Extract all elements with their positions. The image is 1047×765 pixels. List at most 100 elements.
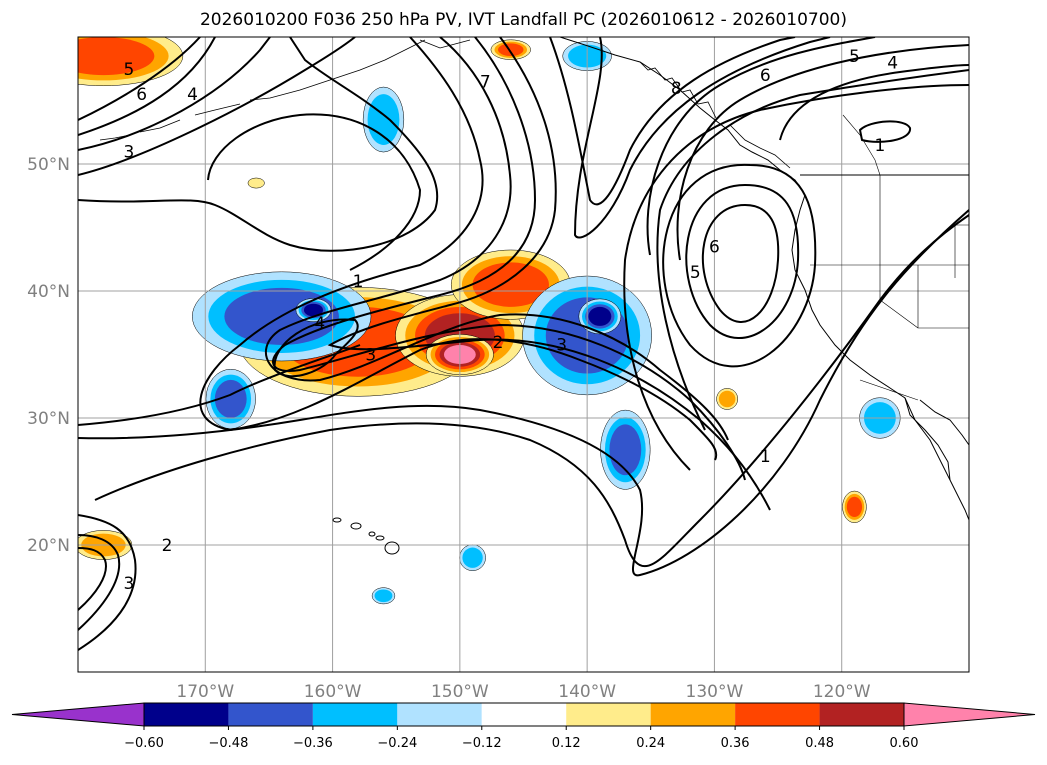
pv-contour-sw-1 <box>78 514 137 651</box>
north-america-coastline <box>559 37 969 521</box>
colorbar-tick-label: −0.24 <box>377 736 417 751</box>
colorbar-tick-label: −0.12 <box>462 736 502 751</box>
pv-contour-low-3 <box>78 344 361 426</box>
colorbar-swatch <box>481 703 567 726</box>
contour-label: 5 <box>690 263 701 283</box>
pv-contour-nw-d <box>78 37 356 176</box>
pv-contour-low-2 <box>94 214 969 568</box>
ivt-anomaly-blob <box>600 409 651 490</box>
colorbar-swatch <box>228 703 313 726</box>
pv-contour-trough-2 <box>207 113 422 271</box>
lon-tick-label: 160°W <box>304 682 362 702</box>
pv-contour-jet-2 <box>264 37 729 441</box>
colorbar-frame <box>143 702 905 727</box>
colorbar-swatch <box>397 703 482 726</box>
ivt-band <box>303 303 324 317</box>
canada-provincial-border <box>842 114 881 176</box>
lon-tick-label: 150°W <box>431 682 489 702</box>
lon-tick-label: 130°W <box>686 682 744 702</box>
pv-contour-ridge-3 <box>646 37 876 256</box>
pv-contour-ridge-2 <box>573 37 831 239</box>
contour-label: 1 <box>760 447 771 467</box>
colorbar-swatch <box>566 703 651 726</box>
contour-label: 6 <box>136 85 147 105</box>
lat-tick-label: 50°N <box>27 155 70 175</box>
contour-label: 7 <box>480 72 491 92</box>
pv-contour-jet-1 <box>199 37 718 461</box>
contour-label: 6 <box>760 66 771 86</box>
colorbar-tick-label: 0.36 <box>721 736 750 751</box>
ivt-anomaly-blob <box>490 39 531 60</box>
map-frame <box>77 36 970 673</box>
alaska-panhandle-islands <box>639 61 791 169</box>
aleutian-islands <box>99 39 426 141</box>
colorbar-swatch <box>650 703 736 726</box>
colorbar-extend-max <box>903 702 1036 727</box>
pv-contour-nw-c <box>78 37 271 151</box>
contour-label: 4 <box>314 314 325 334</box>
baja-california-coastline <box>904 397 951 481</box>
hawaiian-islands <box>332 517 400 555</box>
colorbar-tick-label: 0.60 <box>890 736 919 751</box>
contour-label: 1 <box>874 136 885 156</box>
ocean-background <box>78 37 969 672</box>
pv-contour-ridge-core-5 <box>685 183 800 339</box>
colorbar-swatch <box>735 703 820 726</box>
pv-contour-closed-w <box>273 318 359 378</box>
colorbar-swatch <box>144 703 229 726</box>
ivt-band <box>609 424 642 476</box>
contour-label: 4 <box>887 53 898 73</box>
contour-label: 3 <box>365 346 376 366</box>
ivt-anomaly-blob <box>362 86 405 153</box>
ivt-anomaly-blob <box>578 298 622 335</box>
map-title: 2026010200 F036 250 hPa PV, IVT Landfall… <box>199 10 847 30</box>
lat-tick-label: 30°N <box>27 409 70 429</box>
contour-label: 4 <box>187 85 198 105</box>
ivt-band <box>214 379 247 419</box>
coastlines <box>99 37 969 555</box>
colorbar-tick-label: 0.48 <box>805 736 834 751</box>
ivt-band <box>588 306 612 326</box>
contour-label: 3 <box>556 335 567 355</box>
ivt-anomaly-blob <box>78 37 184 87</box>
pv-contour-ridge-core-4 <box>662 163 817 368</box>
pv-contour-jet-4 <box>327 37 771 511</box>
pv-contour-ridge-5 <box>656 69 969 431</box>
ivt-anomaly-blob <box>247 177 265 189</box>
contour-label: 5 <box>849 47 860 67</box>
mexico-mainland-coastline <box>919 399 969 446</box>
grid-lines <box>78 37 969 672</box>
ivt-anomaly-blob <box>716 388 738 410</box>
ivt-band <box>374 589 393 603</box>
colorbar-extend-min-arrow <box>11 702 145 727</box>
ivt-band <box>367 94 400 145</box>
ivt-anomaly-blob <box>459 544 486 571</box>
contour-label: 2 <box>493 333 504 353</box>
ivt-anomaly-blob <box>842 490 867 523</box>
pv-contour-sw-3 <box>78 547 107 611</box>
contour-label: 8 <box>671 79 682 99</box>
pv-contour-ridge-1 <box>549 37 796 206</box>
colorbar-swatch <box>312 703 398 726</box>
ivt-anomaly-blob <box>205 368 256 429</box>
lon-tick-label: 120°W <box>813 682 871 702</box>
lat-tick-label: 40°N <box>27 282 70 302</box>
pv-contour-nw-b <box>78 37 216 136</box>
colorbar-tick-label: 0.24 <box>636 736 665 751</box>
colorbar-tick-label: −0.36 <box>293 736 333 751</box>
colorbar-tick-label: 0.12 <box>552 736 581 751</box>
colorbar-swatch <box>819 703 904 726</box>
ivt-band <box>498 43 524 57</box>
ivt-band <box>462 547 483 568</box>
colorbar-tick-label: −0.48 <box>209 736 249 751</box>
ivt-band <box>718 390 736 408</box>
contour-label: 5 <box>124 60 135 80</box>
axis-tick-labels: 170°W 160°W 150°W 140°W 130°W 120°W 20°N 30°N 40… <box>27 155 871 702</box>
lat-tick-label: 20°N <box>27 536 70 556</box>
pv-contour-ridge-core-6 <box>701 203 780 323</box>
ivt-band <box>247 177 265 189</box>
colorbar: −0.60 −0.48 −0.36 −0.24 −0.12 0.12 0.24 0.36 0.4… <box>11 702 1036 751</box>
colorbar-tick-label: −0.60 <box>124 736 164 751</box>
ivt-anomaly-blob <box>371 587 396 605</box>
